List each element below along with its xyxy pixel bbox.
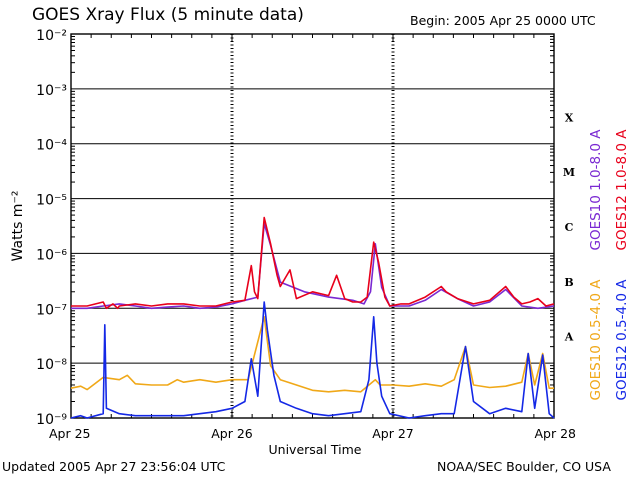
credit-text: NOAA/SEC Boulder, CO USA bbox=[437, 459, 611, 474]
grid-lines bbox=[71, 34, 554, 418]
flare-class-labels: X M C B A bbox=[563, 111, 575, 343]
series-line-0 bbox=[71, 222, 555, 310]
legend-entry-0: GOES10 1.0-8.0 A bbox=[588, 129, 604, 251]
flare-class-a: A bbox=[564, 331, 574, 344]
begin-time: Begin: 2005 Apr 25 0000 UTC bbox=[410, 13, 596, 28]
legend: GOES10 1.0-8.0 A GOES12 1.0-8.0 A GOES10 0… bbox=[588, 129, 630, 401]
flare-class-b: B bbox=[564, 276, 573, 289]
x-axis-label: Universal Time bbox=[269, 442, 362, 457]
flare-class-m: M bbox=[563, 166, 575, 179]
y-tick-label: 10⁻⁸ bbox=[36, 357, 67, 373]
x-axis: Apr 25 Apr 26 Apr 27 Apr 28 bbox=[49, 34, 576, 441]
x-tick-label: Apr 27 bbox=[372, 426, 414, 441]
series-line-3 bbox=[70, 301, 555, 419]
series-line-2 bbox=[70, 315, 554, 393]
y-axis: 10⁻² 10⁻³ 10⁻⁴ 10⁻⁵ 10⁻⁶ 10⁻⁷ 10⁻⁸ 10⁻⁹ bbox=[36, 28, 554, 428]
updated-timestamp: Updated 2005 Apr 27 23:56:04 UTC bbox=[2, 459, 226, 474]
legend-entry-3: GOES12 0.5-4.0 A bbox=[614, 279, 630, 401]
y-tick-label: 10⁻⁹ bbox=[36, 412, 67, 428]
legend-entry-1: GOES12 1.0-8.0 A bbox=[614, 129, 630, 251]
y-axis-label: Watts m⁻² bbox=[10, 191, 26, 262]
legend-entry-2: GOES10 0.5-4.0 A bbox=[588, 279, 604, 401]
series-lines bbox=[70, 216, 555, 419]
y-tick-label: 10⁻⁷ bbox=[36, 302, 67, 318]
flare-class-c: C bbox=[565, 221, 574, 234]
x-tick-label: Apr 26 bbox=[211, 426, 253, 441]
y-tick-label: 10⁻⁵ bbox=[36, 193, 67, 209]
y-tick-label: 10⁻⁴ bbox=[36, 138, 67, 154]
flare-class-x: X bbox=[565, 111, 574, 124]
y-tick-label: 10⁻⁶ bbox=[36, 247, 67, 263]
series-line-1 bbox=[71, 216, 555, 310]
y-tick-label: 10⁻² bbox=[36, 28, 67, 44]
x-tick-label: Apr 25 bbox=[49, 426, 91, 441]
y-tick-label: 10⁻³ bbox=[36, 83, 67, 99]
plot-frame bbox=[70, 33, 555, 419]
x-tick-label: Apr 28 bbox=[534, 426, 576, 441]
chart-title: GOES Xray Flux (5 minute data) bbox=[32, 5, 304, 25]
